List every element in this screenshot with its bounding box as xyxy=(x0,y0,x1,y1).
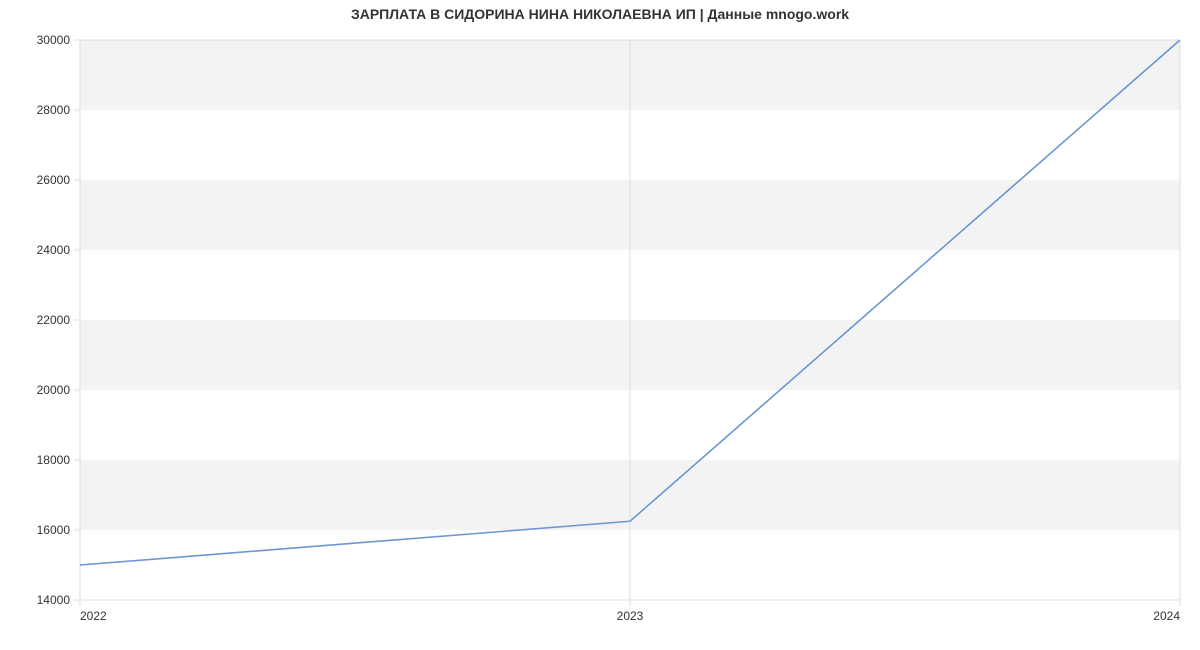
y-tick-label: 20000 xyxy=(37,383,71,397)
chart-title: ЗАРПЛАТА В СИДОРИНА НИНА НИКОЛАЕВНА ИП |… xyxy=(0,6,1200,22)
x-tick-label: 2022 xyxy=(80,609,107,623)
chart-canvas: 14000 16000 18000 20000 22000 24000 26000 28000… xyxy=(0,0,1200,650)
salary-chart: ЗАРПЛАТА В СИДОРИНА НИНА НИКОЛАЕВНА ИП |… xyxy=(0,0,1200,650)
y-tick-label: 28000 xyxy=(37,103,71,117)
y-tick-label: 24000 xyxy=(37,243,71,257)
x-tick-label: 2023 xyxy=(617,609,644,623)
y-tick-label: 30000 xyxy=(37,33,71,47)
x-tick-label: 2024 xyxy=(1153,609,1180,623)
y-tick-label: 14000 xyxy=(37,593,71,607)
y-tick-label: 16000 xyxy=(37,523,71,537)
y-tick-label: 18000 xyxy=(37,453,71,467)
y-tick-label: 22000 xyxy=(37,313,71,327)
y-tick-label: 26000 xyxy=(37,173,71,187)
